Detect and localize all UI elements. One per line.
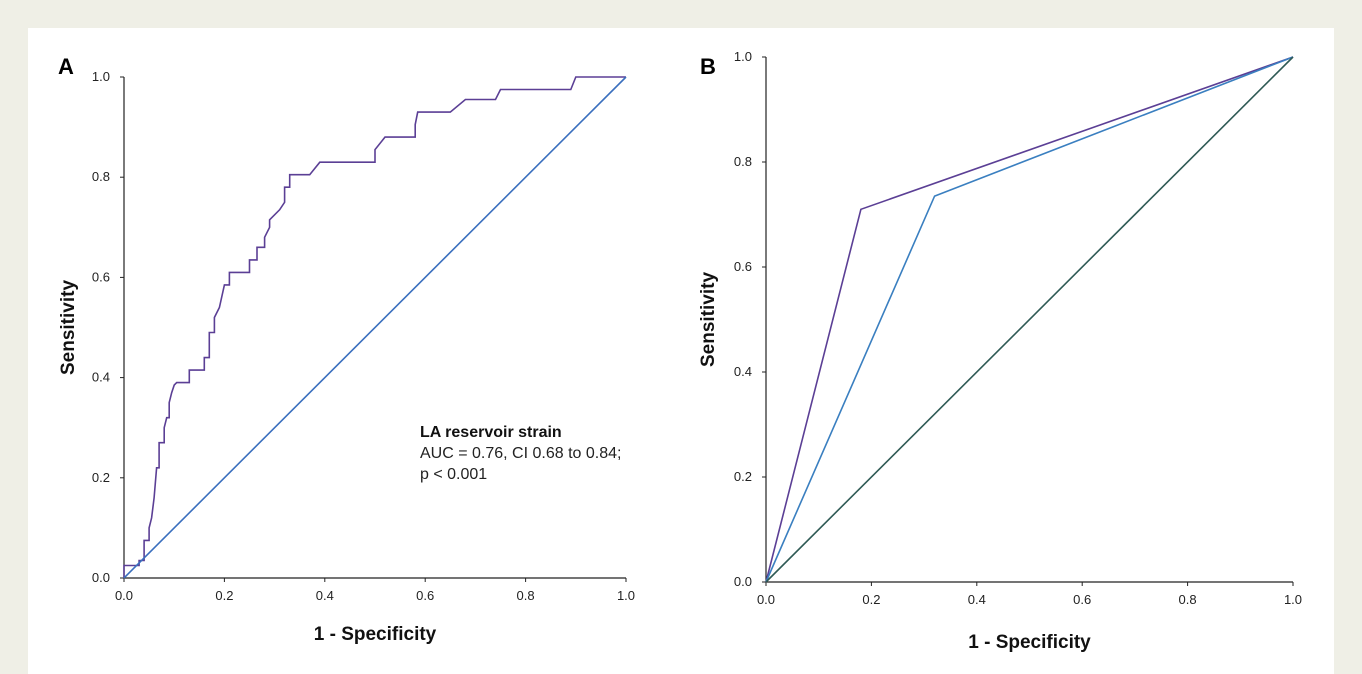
chart-1-x-tick-label: 0.8	[1179, 592, 1197, 607]
chart-0-y-tick-label: 0.6	[92, 269, 110, 284]
roc-figure: A 0.0 0.2 0.4 0.6 0.8 1.0 0.0 0.2 0.4 0.6 0.8 1.0 1 -…	[58, 49, 1302, 653]
chart-0-x-tick-label: 0.8	[517, 588, 535, 603]
chart-1-y-tick-label: 0.4	[734, 364, 752, 379]
chart-0-x-tick-label: 0.2	[215, 588, 233, 603]
chart-1-y-tick-label: 0.2	[734, 469, 752, 484]
chart-1-y-axis-title: Sensitivity	[698, 272, 719, 367]
chart-0-annotation-line: p < 0.001	[420, 466, 487, 483]
chart-0-y-tick-label: 0.2	[92, 470, 110, 485]
chart-0-x-axis-title: 1 - Specificity	[314, 624, 437, 645]
chart-0-series-1-line	[123, 76, 627, 579]
chart-1-x-tick-label: 0.2	[862, 592, 880, 607]
chart-0-x-tick-label: 0.6	[416, 588, 434, 603]
chart-1-series-0-line	[765, 56, 1294, 583]
chart-1-x-tick-label: 0.4	[968, 592, 986, 607]
chart-0-x-tick-label: 1.0	[617, 588, 635, 603]
chart-0-series-0-line	[123, 76, 626, 578]
chart-1-x-tick-label: 0.0	[757, 592, 775, 607]
chart-0-y-tick-label: 0.8	[92, 169, 110, 184]
chart-1-x-axis-title: 1 - Specificity	[968, 632, 1091, 653]
chart-1-y-tick-label: 0.0	[734, 574, 752, 589]
chart-0-y-tick-label: 0.4	[92, 370, 110, 385]
chart-0-y-tick-label: 1.0	[92, 69, 110, 84]
chart-0-annotation-line: AUC = 0.76, CI 0.68 to 0.84;	[420, 445, 621, 462]
chart-0-panel-label: A	[58, 54, 74, 79]
chart-1-y-tick-label: 1.0	[734, 49, 752, 64]
chart-1-series-1-line	[765, 56, 1294, 583]
chart-0-y-tick-label: 0.0	[92, 570, 110, 585]
chart-1-y-tick-label: 0.8	[734, 154, 752, 169]
chart-0-annotation-title: LA reservoir strain	[420, 424, 562, 441]
chart-1-x-tick-label: 1.0	[1284, 592, 1302, 607]
chart-1-x-tick-label: 0.6	[1073, 592, 1091, 607]
chart-1-panel-label: B	[700, 54, 716, 79]
chart-0-y-axis-title: Sensitivity	[58, 280, 79, 375]
figure: A 0.0 0.2 0.4 0.6 0.8 1.0 0.0 0.2 0.4 0.6 0.8 1.0 1 -…	[28, 28, 1334, 674]
chart-1-series-2-line	[765, 56, 1294, 583]
chart-0-x-tick-label: 0.0	[115, 588, 133, 603]
chart-1-y-tick-label: 0.6	[734, 259, 752, 274]
chart-0-x-tick-label: 0.4	[316, 588, 334, 603]
